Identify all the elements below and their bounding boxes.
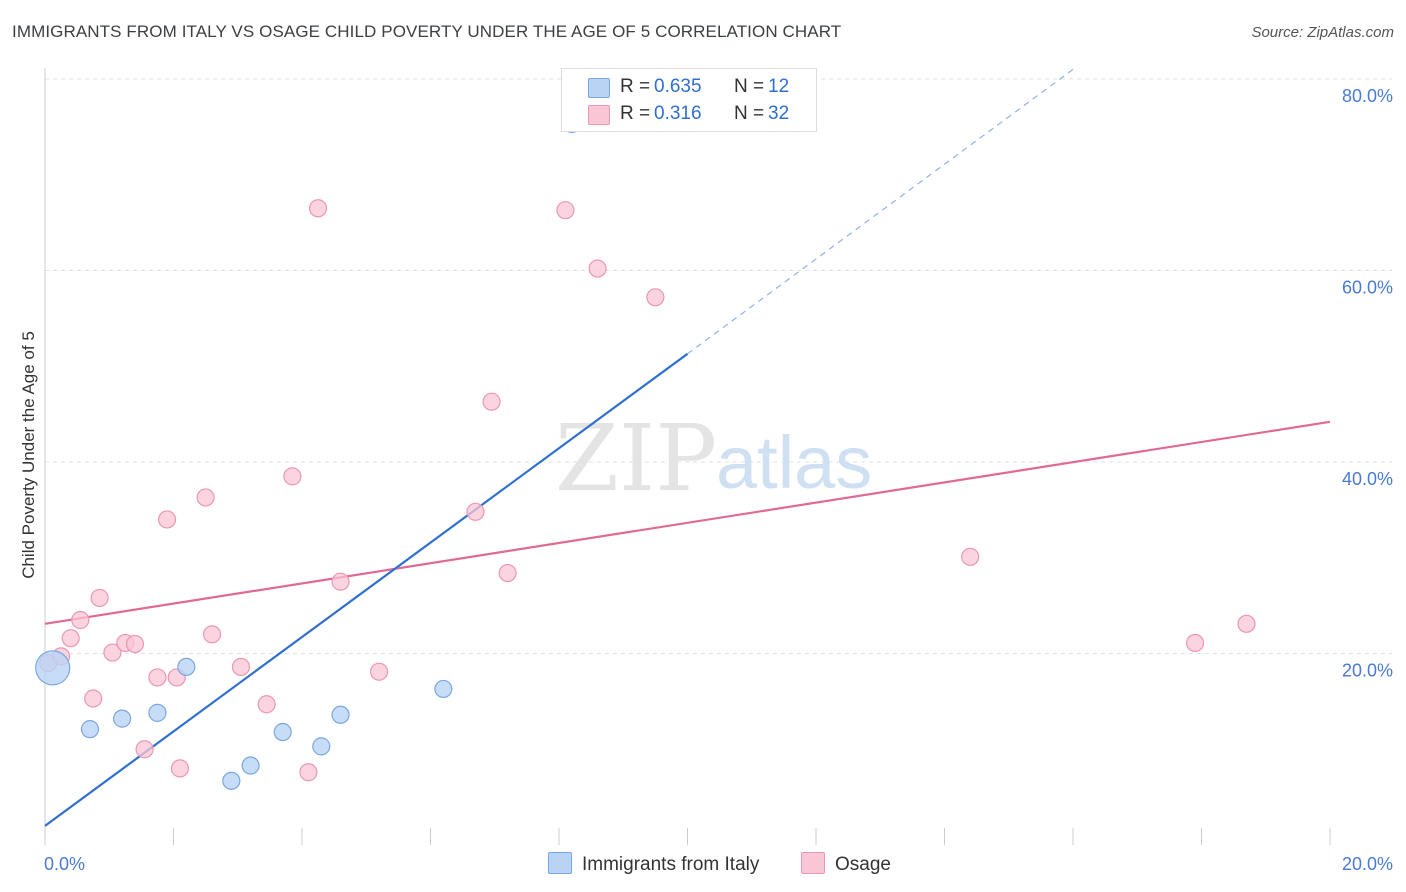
x-tick-label: 0.0% [44, 854, 85, 874]
data-point-osage [202, 625, 222, 644]
data-point-osage [299, 763, 318, 782]
y-tick-label: 60.0% [1342, 278, 1393, 298]
data-point-italy [177, 657, 196, 677]
data-point-osage [135, 740, 154, 759]
data-point-osage [196, 488, 215, 507]
data-point-osage [331, 572, 350, 591]
data-point-italy [112, 709, 132, 728]
legend-n-label: N = [734, 76, 765, 97]
grid-layer [45, 78, 1392, 654]
data-point-osage [1237, 614, 1256, 633]
bottom-legend-osage: Osage [801, 852, 891, 876]
legend-n-value: 32 [768, 103, 790, 124]
data-point-italy [35, 650, 71, 686]
legend: R = 0.635 N = 12 R = 0.316 N = 32 [561, 68, 817, 132]
data-point-osage [466, 502, 485, 521]
data-point-italy [434, 679, 453, 699]
legend-r-value: 0.316 [654, 103, 702, 124]
data-point-osage [556, 201, 575, 220]
y-tick-label: 20.0% [1342, 661, 1393, 681]
bottom-legend-swatch-osage [801, 852, 825, 874]
data-point-osage [71, 610, 90, 630]
data-point-osage [588, 259, 607, 278]
data-point-osage [61, 629, 80, 648]
data-point-osage [170, 759, 190, 778]
chart-title: IMMIGRANTS FROM ITALY VS OSAGE CHILD POV… [12, 22, 842, 41]
data-point-osage [498, 563, 517, 583]
trend-line-osage [44, 420, 1331, 625]
data-point-osage [1185, 633, 1205, 653]
data-point-italy [148, 703, 167, 722]
data-point-italy [222, 771, 241, 790]
data-point-italy [241, 756, 260, 775]
x-tick-label: 20.0% [1342, 854, 1393, 874]
data-point-osage [283, 467, 302, 486]
data-point-italy [331, 705, 350, 724]
data-point-osage [125, 634, 145, 654]
legend-r-value: 0.635 [654, 76, 702, 97]
data-point-osage [961, 547, 980, 566]
legend-n-value: 12 [768, 76, 790, 97]
data-point-italy [80, 720, 100, 739]
watermark: ZIP atlas [555, 405, 872, 512]
watermark-zip: ZIP [555, 405, 717, 512]
source-label: Source: ZipAtlas.com [1251, 24, 1394, 41]
y-tick-label: 40.0% [1342, 469, 1393, 489]
legend-swatch-osage [588, 105, 610, 125]
legend-r-label: R = [620, 103, 651, 124]
bottom-legend-label-osage: Osage [835, 854, 891, 875]
bottom-legend-label-italy: Immigrants from Italy [582, 854, 760, 875]
data-point-italy [312, 737, 331, 756]
scatter-points [35, 114, 1256, 790]
bottom-legend-swatch-italy [548, 852, 572, 874]
data-point-osage [231, 657, 251, 677]
axes-layer: 20.0% 40.0% 60.0% 80.0% 0.0% 20.0% [44, 68, 1393, 874]
data-point-osage [646, 288, 665, 307]
data-point-osage [482, 392, 501, 411]
legend-n-label: N = [734, 103, 765, 124]
y-axis-label: Child Poverty Under the Age of 5 [19, 331, 38, 579]
legend-swatch-italy [588, 78, 610, 98]
watermark-atlas: atlas [716, 421, 872, 504]
data-point-osage [148, 668, 167, 687]
y-tick-label: 80.0% [1342, 86, 1393, 106]
data-point-osage [157, 510, 177, 529]
data-point-osage [308, 199, 328, 218]
data-point-osage [90, 588, 109, 608]
data-point-italy [273, 722, 292, 742]
data-point-osage [370, 662, 389, 681]
data-point-osage [84, 689, 103, 708]
trend-line-italy-extension [687, 68, 1074, 355]
legend-r-label: R = [620, 76, 651, 97]
bottom-legend-italy: Immigrants from Italy [548, 852, 759, 876]
data-point-osage [257, 695, 276, 714]
data-point-osage [103, 643, 122, 662]
